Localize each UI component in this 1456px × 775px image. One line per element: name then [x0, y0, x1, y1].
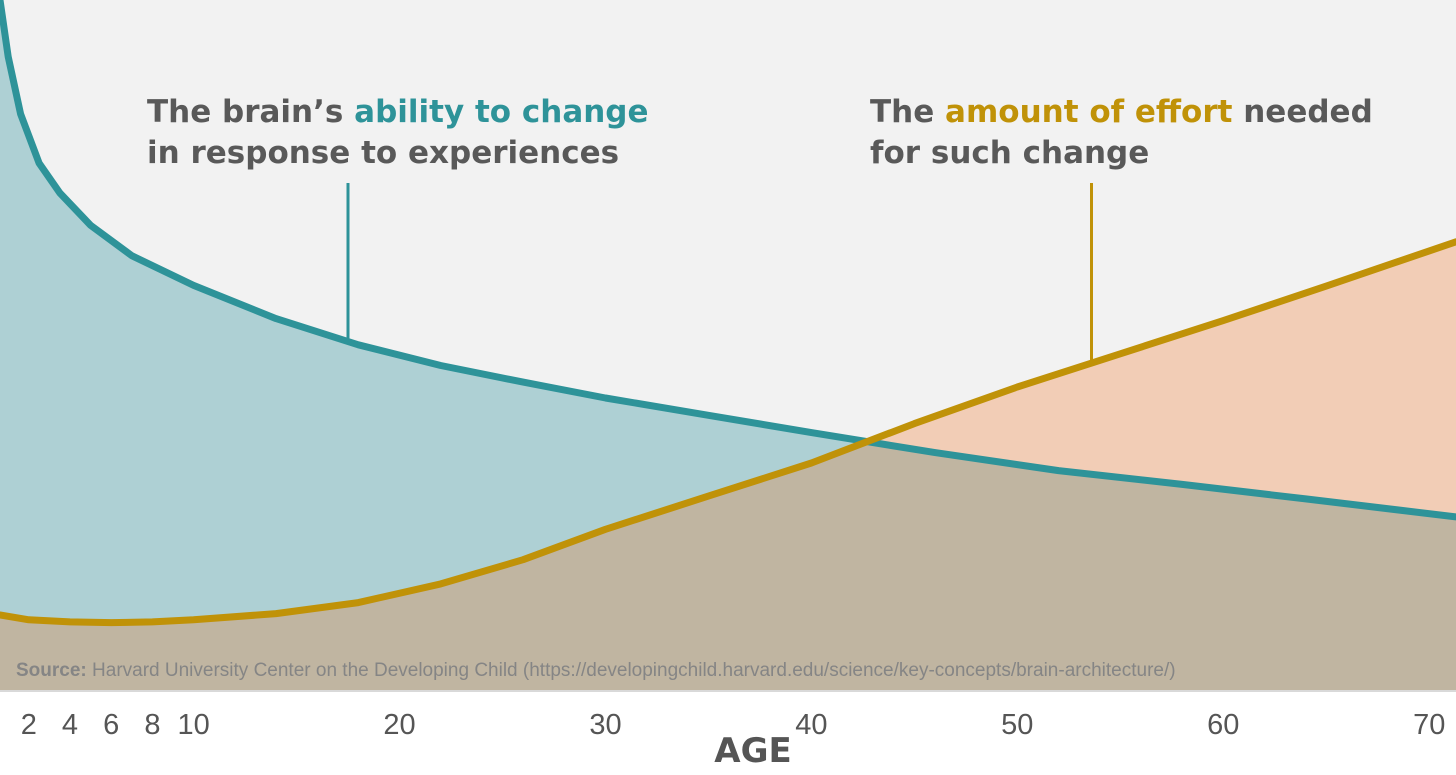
plasticity-annotation: The brain’s ability to change [147, 94, 649, 130]
effort-annotation-line-1-part-2: amount of effort [945, 94, 1233, 130]
effort-annotation-line-2: for such change [870, 135, 1149, 171]
effort-annotation-line-1-part-1: The [870, 94, 945, 130]
plasticity-annotation-line-1-part-1: The brain’s [147, 94, 354, 130]
effort-line [0, 238, 1456, 627]
source-label: Source: [16, 660, 87, 681]
x-tick-label: 2 [21, 709, 37, 741]
x-axis-label: AGE [714, 731, 791, 771]
plasticity-annotation-line-1-part-2: ability to change [354, 94, 648, 130]
x-tick-label: 50 [1001, 709, 1033, 741]
x-tick-label: 70 [1413, 709, 1445, 741]
x-tick-label: 40 [795, 709, 827, 741]
x-tick-label: 30 [589, 709, 621, 741]
x-tick-label: 6 [103, 709, 119, 741]
plasticity-line [0, 0, 1456, 521]
source-note: Source: Harvard University Center on the… [16, 660, 1176, 681]
effort-annotation-line-2-part-1: for such change [870, 135, 1149, 171]
x-tick-label: 8 [144, 709, 160, 741]
effort-annotation: The amount of effort needed [870, 94, 1373, 130]
plasticity-annotation-line-2: in response to experiences [147, 135, 619, 171]
overlap-area [0, 241, 1456, 691]
x-axis-ticks: 2 4 6 8 10 20 30 40 50 60 70 [21, 709, 1446, 741]
x-tick-label: 60 [1207, 709, 1239, 741]
x-tick-label: 10 [177, 709, 209, 741]
plasticity-annotation-line-2-part-1: in response to experiences [147, 135, 619, 171]
x-tick-label: 20 [383, 709, 415, 741]
source-text: Harvard University Center on the Develop… [87, 660, 1176, 681]
x-tick-label: 4 [62, 709, 78, 741]
effort-annotation-line-1-part-3: needed [1232, 94, 1372, 130]
